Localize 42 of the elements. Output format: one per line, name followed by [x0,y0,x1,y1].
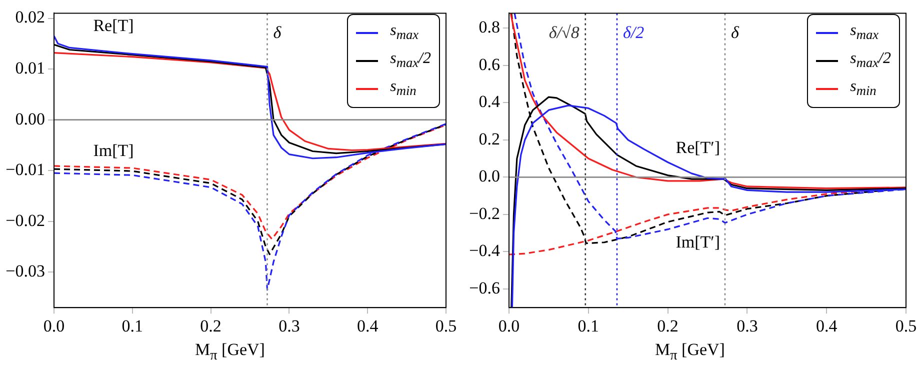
x-tick-label: 0.3 [278,316,300,336]
x-tick-label: 0.4 [356,316,379,336]
legend-label: s$_{max}$/2 [850,50,891,72]
ref-line-label: δ [730,23,740,42]
ref-line-label: δ/2 [622,23,645,42]
annotation: Im[T′] [676,232,720,252]
y-tick-label: 0.00 [15,109,45,128]
x-tick-label: 0.0 [498,316,520,336]
y-tick-label: −0.4 [469,241,500,260]
legend-label: s$_{max}$ [390,22,419,44]
annotation: Im[T] [93,141,134,160]
x-tick-label: 0.1 [122,316,144,336]
y-tick-label: −0.01 [6,160,45,180]
legend-label: s$_{max}$/2 [390,50,431,72]
legend-label: s$_{max}$ [850,22,879,44]
legend-label: s$_{min}$ [850,78,876,100]
x-tick-label: 0.3 [736,316,758,336]
y-tick-label: 0.0 [478,166,500,186]
y-tick-label: −0.6 [469,278,500,298]
y-tick-label: 0.02 [15,8,45,27]
x-tick-label: 0.5 [435,316,457,336]
x-tick-label: 0.2 [200,316,222,336]
x-tick-label: 0.2 [657,316,678,336]
annotation: Re[T] [93,16,134,35]
x-tick-label: 0.4 [816,316,838,336]
y-tick-label: 0.8 [478,18,500,37]
y-tick-label: −0.2 [469,204,500,223]
x-tick-label: 0.0 [43,316,65,336]
annotation: Re[T′] [676,138,720,158]
y-tick-label: 0.4 [478,92,500,112]
x-axis-title: M$_{π}$ [GeV] [194,340,266,364]
x-axis-title: M$_{π}$ [GeV] [654,340,726,364]
y-tick-label: 0.2 [478,129,500,148]
y-tick-label: −0.02 [6,210,45,230]
ref-line-label: δ [273,23,282,42]
x-tick-label: 0.5 [895,316,917,336]
x-tick-label: 0.1 [578,316,600,336]
y-tick-label: −0.03 [6,262,45,281]
ref-line-label: δ/√8 [548,23,580,42]
y-tick-label: 0.01 [15,58,45,78]
legend-label: s$_{min}$ [390,78,416,100]
y-tick-label: 0.6 [478,54,500,74]
